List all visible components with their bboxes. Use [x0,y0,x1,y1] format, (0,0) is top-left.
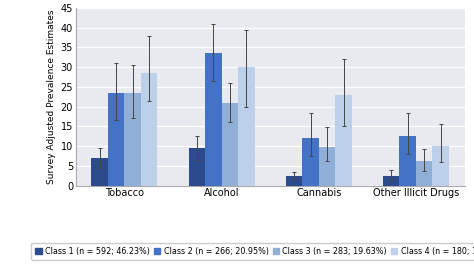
Bar [238,67,255,186]
Bar [286,176,302,186]
Bar [189,148,205,186]
Bar [383,176,400,186]
Bar [416,161,432,186]
Bar [319,147,335,185]
Bar [124,93,141,186]
Bar [221,103,238,186]
Bar [335,95,352,186]
Bar [400,136,416,186]
Bar [205,53,221,186]
Bar [108,93,124,186]
Bar [302,138,319,185]
Bar [91,158,108,186]
Bar [432,146,449,186]
Y-axis label: Survey Adjusted Prevalence Estimates: Survey Adjusted Prevalence Estimates [47,10,56,184]
Legend: Class 1 (n = 592; 46.23%), Class 2 (n = 266; 20.95%), Class 3 (n = 283; 19.63%),: Class 1 (n = 592; 46.23%), Class 2 (n = … [31,243,474,260]
Bar [141,73,157,186]
